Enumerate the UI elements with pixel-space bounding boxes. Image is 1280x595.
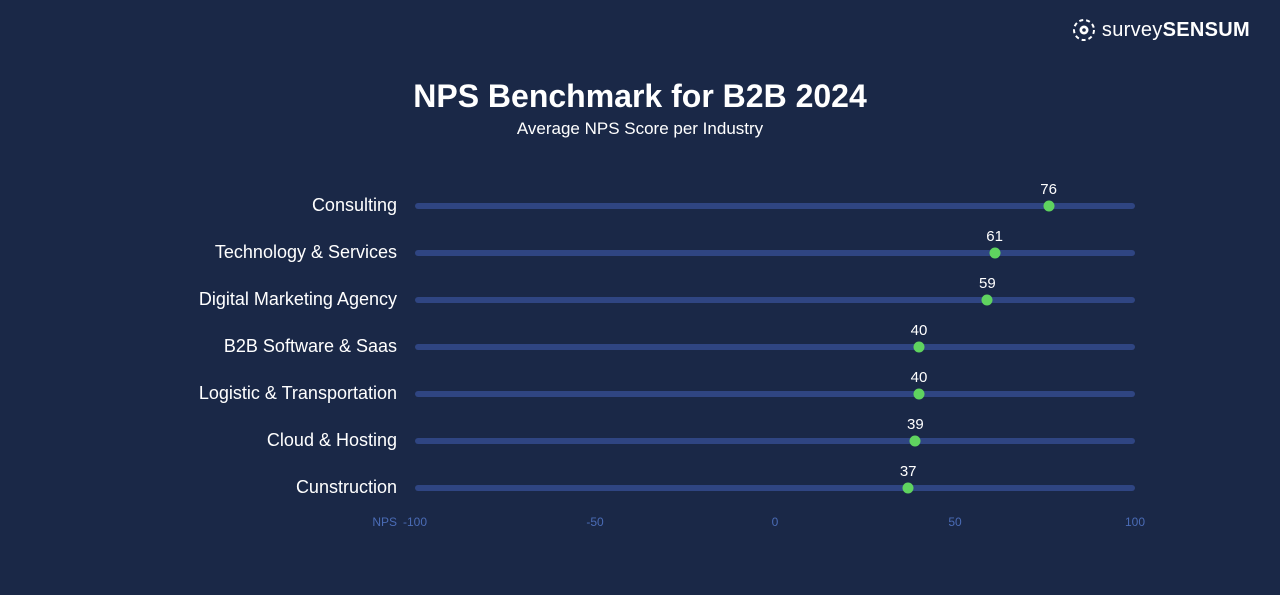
dot-marker: [1043, 200, 1054, 211]
axis-ticks: -100-50050100: [415, 515, 1135, 533]
axis-tick: -100: [403, 515, 427, 529]
chart-row: Digital Marketing Agency 59: [145, 276, 1135, 323]
track-bar: [415, 250, 1135, 256]
chart-row: Cunstruction 37: [145, 464, 1135, 511]
brand-logo: surveySENSUM: [1072, 18, 1250, 42]
row-label: Cunstruction: [145, 477, 415, 498]
x-axis: NPS-100-50050100: [145, 515, 1135, 533]
chart-row: B2B Software & Saas 40: [145, 323, 1135, 370]
dot-marker: [989, 247, 1000, 258]
row-track: 37: [415, 464, 1135, 511]
dot-marker: [982, 294, 993, 305]
logo-text: surveySENSUM: [1102, 19, 1250, 42]
row-track: 61: [415, 229, 1135, 276]
row-label: Technology & Services: [145, 242, 415, 263]
logo-icon: [1072, 18, 1096, 42]
row-value: 59: [979, 275, 996, 292]
row-value: 40: [911, 369, 928, 386]
dot-marker: [914, 388, 925, 399]
axis-tick: -50: [586, 515, 603, 529]
dot-marker: [914, 341, 925, 352]
axis-tick: 0: [772, 515, 779, 529]
row-value: 39: [907, 416, 924, 433]
track-bar: [415, 485, 1135, 491]
logo-text-light: survey: [1102, 19, 1163, 41]
row-track: 40: [415, 370, 1135, 417]
chart-row: Cloud & Hosting 39: [145, 417, 1135, 464]
track-bar: [415, 297, 1135, 303]
row-label: Cloud & Hosting: [145, 430, 415, 451]
row-track: 39: [415, 417, 1135, 464]
chart-row: Consulting 76: [145, 182, 1135, 229]
row-track: 76: [415, 182, 1135, 229]
dot-marker: [903, 482, 914, 493]
track-bar: [415, 203, 1135, 209]
chart-subtitle: Average NPS Score per Industry: [0, 119, 1280, 139]
axis-tick: 100: [1125, 515, 1145, 529]
row-value: 61: [986, 228, 1003, 245]
row-label: B2B Software & Saas: [145, 336, 415, 357]
row-value: 37: [900, 463, 917, 480]
track-bar: [415, 391, 1135, 397]
track-bar: [415, 438, 1135, 444]
row-label: Consulting: [145, 195, 415, 216]
row-track: 40: [415, 323, 1135, 370]
chart-title: NPS Benchmark for B2B 2024: [0, 78, 1280, 115]
nps-chart: Consulting 76 Technology & Services 61 Digit…: [145, 182, 1135, 533]
axis-tick: 50: [948, 515, 961, 529]
logo-text-bold: SENSUM: [1163, 19, 1250, 41]
row-track: 59: [415, 276, 1135, 323]
row-value: 76: [1040, 181, 1057, 198]
row-label: Logistic & Transportation: [145, 383, 415, 404]
chart-row: Logistic & Transportation 40: [145, 370, 1135, 417]
chart-row: Technology & Services 61: [145, 229, 1135, 276]
row-label: Digital Marketing Agency: [145, 289, 415, 310]
track-bar: [415, 344, 1135, 350]
axis-label: NPS: [145, 515, 415, 529]
dot-marker: [910, 435, 921, 446]
row-value: 40: [911, 322, 928, 339]
